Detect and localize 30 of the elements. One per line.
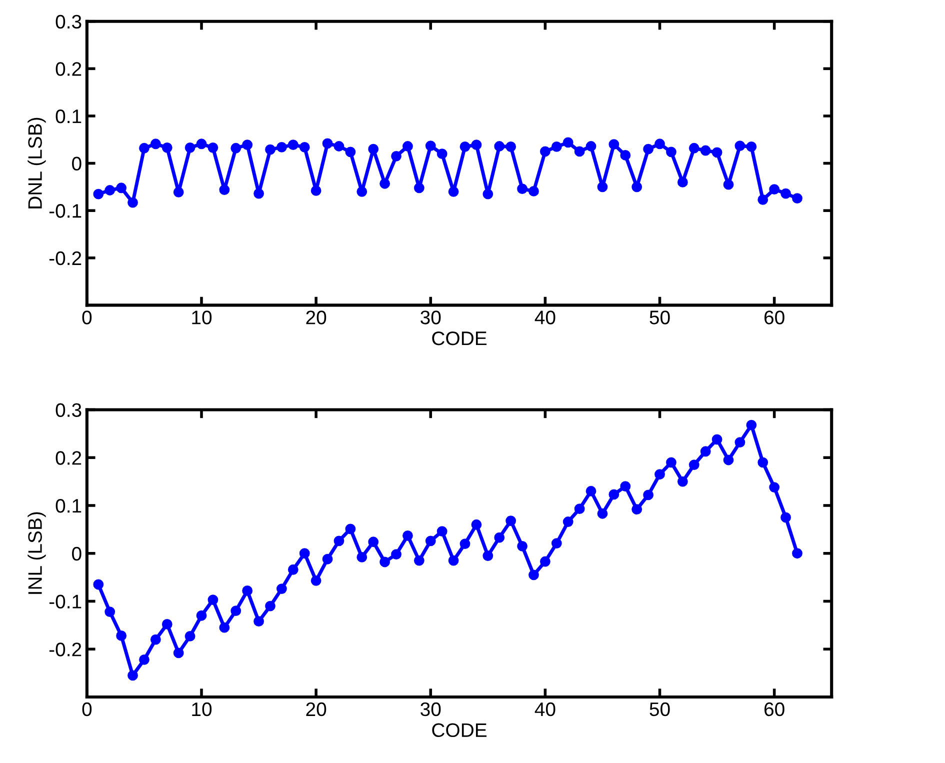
x-tick-label: 30	[420, 702, 441, 716]
x-tick-label: 0	[82, 702, 92, 716]
x-axis-title: CODE	[432, 331, 487, 346]
x-tick-label: 50	[650, 702, 670, 716]
y-tick-label: 0.2	[56, 451, 82, 465]
y-tick-label: -0.2	[49, 251, 82, 266]
x-tick-label: 20	[306, 702, 326, 716]
x-tick-label: 40	[534, 702, 556, 716]
x-tick-label: 10	[192, 702, 212, 716]
x-tick-label: 50	[650, 310, 670, 324]
y-tick-label: 0.1	[56, 498, 82, 513]
y-tick-label: 0	[72, 546, 82, 561]
y-tick-label: -0.2	[49, 642, 82, 656]
y-tick-label: -0.1	[49, 594, 82, 608]
y-tick-label: 0.3	[56, 14, 82, 29]
x-tick-label: 20	[306, 310, 326, 324]
y-tick-label: -0.1	[49, 204, 82, 218]
x-tick-label: 30	[420, 310, 441, 324]
y-axis-title: DNL (LSB)	[28, 118, 46, 208]
x-tick-label: 40	[534, 310, 556, 324]
y-axis-title: INL (LSB)	[28, 512, 46, 594]
y-tick-label: 0.2	[56, 62, 82, 76]
x-tick-label: 0	[82, 310, 92, 324]
x-tick-label: 60	[764, 310, 784, 324]
x-tick-label: 60	[764, 702, 784, 716]
y-tick-label: 0	[72, 156, 82, 171]
y-tick-label: 0.3	[56, 403, 82, 417]
y-tick-label: 0.1	[56, 109, 82, 124]
x-axis-title: CODE	[432, 723, 487, 738]
x-tick-label: 10	[192, 310, 212, 324]
